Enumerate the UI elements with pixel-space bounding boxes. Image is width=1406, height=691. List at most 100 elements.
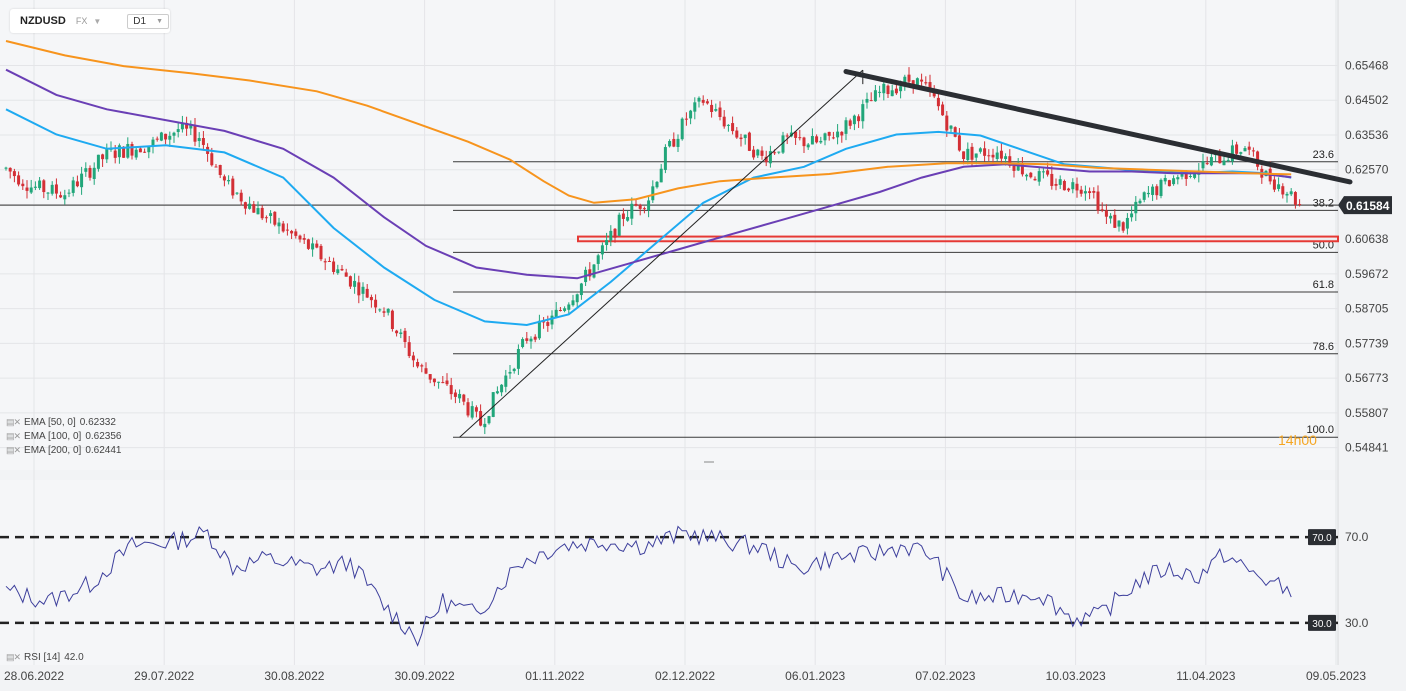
candle-body — [533, 336, 537, 340]
candle-body — [764, 156, 768, 163]
candle-body — [953, 127, 957, 137]
x-tick-label: 06.01.2023 — [785, 669, 845, 683]
legend-ema-50-value: 0.62332 — [79, 417, 116, 428]
x-tick-label: 28.06.2022 — [4, 669, 64, 683]
legend-ema-50[interactable]: ▤✕ EMA [50, 0] 0.62332 — [6, 417, 116, 428]
candle-body — [306, 239, 310, 249]
candle-body — [941, 104, 945, 116]
candle-body — [256, 208, 260, 215]
candle-body — [428, 374, 432, 380]
candle-body — [369, 296, 373, 301]
candle-body — [840, 131, 844, 136]
rsi-axis-label: 30.0 — [1345, 616, 1369, 630]
channel-line — [459, 69, 864, 438]
candle-body — [1226, 159, 1230, 161]
indicator-settings-icon[interactable]: ▤✕ — [6, 431, 21, 441]
ema-100-line — [5, 68, 1292, 280]
candle-body — [1041, 171, 1045, 173]
candle-body — [332, 261, 336, 272]
legend-ema-50-label: EMA [50, 0] — [24, 417, 76, 428]
candle-body — [1037, 171, 1041, 182]
candle-body — [1235, 144, 1239, 154]
candle-body — [873, 90, 877, 102]
candle-body — [693, 102, 697, 112]
candle-body — [1256, 151, 1260, 167]
candle-body — [987, 155, 991, 157]
candle-body — [1155, 186, 1159, 196]
chevron-down-icon[interactable]: ▼ — [156, 17, 164, 25]
candle-body — [638, 204, 642, 209]
symbol-dropdown-icon[interactable]: ▼ — [93, 16, 102, 26]
candle-body — [592, 264, 596, 278]
candle-body — [970, 146, 974, 160]
candle-body — [743, 134, 747, 139]
candle-body — [340, 268, 344, 271]
candle-body — [1134, 201, 1138, 214]
candle-body — [311, 243, 315, 250]
indicator-settings-icon[interactable]: ▤✕ — [6, 417, 21, 427]
candle-body — [92, 167, 96, 179]
candle-body — [1239, 152, 1243, 154]
candle-body — [1138, 200, 1142, 204]
legend-ema-200[interactable]: ▤✕ EMA [200, 0] 0.62441 — [6, 445, 121, 456]
y-tick-label: 0.59672 — [1345, 267, 1389, 281]
candle-body — [684, 118, 688, 120]
candle-body — [1289, 191, 1293, 195]
candle-body — [521, 339, 525, 348]
candle-body — [1025, 174, 1029, 177]
candle-body — [705, 101, 709, 104]
candle-body — [71, 180, 75, 193]
candle-body — [277, 222, 281, 227]
indicator-settings-icon[interactable]: ▤✕ — [6, 652, 21, 662]
legend-ema-100[interactable]: ▤✕ EMA [100, 0] 0.62356 — [6, 431, 121, 442]
symbol-selector[interactable]: NZDUSD FX ▼ D1 ▼ — [10, 9, 170, 33]
candle-body — [432, 378, 436, 383]
candle-body — [101, 154, 105, 160]
fibonacci-level-label: 100.0 — [1306, 424, 1334, 436]
candle-body — [567, 304, 571, 310]
candle-body — [453, 392, 457, 397]
candle-body — [932, 91, 936, 97]
candle-body — [84, 168, 88, 172]
x-tick-label: 10.03.2023 — [1046, 669, 1106, 683]
candle-body — [760, 150, 764, 156]
y-tick-label: 0.55807 — [1345, 406, 1389, 420]
legend-rsi[interactable]: ▤✕ RSI [14] 42.0 — [6, 652, 84, 663]
timeframe-selector[interactable]: D1 ▼ — [127, 13, 170, 29]
candle-body — [609, 230, 613, 241]
candle-body — [819, 140, 823, 143]
candle-body — [924, 82, 928, 84]
candle-body — [659, 168, 663, 183]
candle-body — [25, 187, 29, 191]
x-tick-label: 07.02.2023 — [915, 669, 975, 683]
candle-body — [735, 130, 739, 138]
candle-body — [798, 137, 802, 139]
candle-body — [138, 148, 142, 153]
indicator-settings-icon[interactable]: ▤✕ — [6, 445, 21, 455]
candle-body — [836, 131, 840, 138]
candle-body — [1020, 163, 1024, 175]
candle-body — [600, 245, 604, 255]
candle-body — [571, 300, 575, 306]
candle-body — [995, 152, 999, 159]
candle-body — [1277, 184, 1281, 189]
candle-body — [361, 286, 365, 294]
symbol-name[interactable]: NZDUSD — [20, 15, 66, 27]
candle-body — [621, 213, 625, 219]
candle-body — [542, 321, 546, 323]
x-tick-label: 11.04.2023 — [1176, 669, 1235, 683]
candle-body — [491, 392, 495, 417]
candle-body — [844, 120, 848, 134]
candle-body — [680, 118, 684, 140]
candle-body — [747, 132, 751, 151]
candle-body — [264, 217, 268, 219]
legend-rsi-value: 42.0 — [64, 652, 84, 663]
candle-body — [1285, 193, 1289, 196]
candle-body — [1222, 160, 1226, 166]
candle-body — [164, 133, 168, 140]
timeframe-value[interactable]: D1 — [133, 15, 147, 27]
candle-body — [689, 110, 693, 119]
candle-body — [1075, 183, 1079, 191]
candle-body — [1088, 191, 1092, 194]
